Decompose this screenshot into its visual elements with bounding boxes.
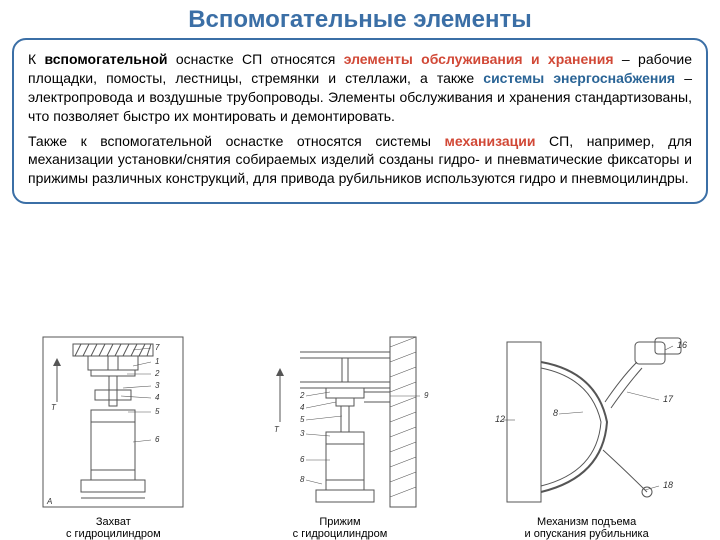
slide: { "title": { "text": "Вспомогательные эл… <box>0 0 720 540</box>
figures-row: T 7 1 2 3 4 5 6 A <box>0 315 720 540</box>
callout: 6 <box>300 455 305 464</box>
figure-2-drawing: T 2 4 5 3 9 6 8 <box>240 332 440 512</box>
text-highlight: элементы обслуживания и хранения <box>344 51 614 67</box>
callout: 2 <box>154 369 160 378</box>
callout: 7 <box>155 343 160 352</box>
info-card: К вспомогательной оснастке СП относятся … <box>12 38 708 204</box>
figure-1-drawing: T 7 1 2 3 4 5 6 A <box>33 332 193 512</box>
text-bold: вспомогательной <box>45 51 168 67</box>
card-paragraph-1: К вспомогательной оснастке СП относятся … <box>28 50 692 126</box>
figure-1-caption: Захват с гидроцилиндром <box>66 516 161 540</box>
caption-line: с гидроцилиндром <box>66 528 161 540</box>
figure-2: T 2 4 5 3 9 6 8 <box>240 332 440 540</box>
caption-line: и опускания рубильника <box>525 528 649 540</box>
callout: 8 <box>300 475 305 484</box>
caption-line: Прижим <box>293 516 388 528</box>
callout: 3 <box>300 429 305 438</box>
callout: A <box>46 497 52 506</box>
callout: 4 <box>155 393 160 402</box>
callout: 1 <box>155 357 159 366</box>
caption-line: с гидроцилиндром <box>293 528 388 540</box>
figure-3-drawing: 12 8 16 17 18 <box>487 332 687 512</box>
callout: 9 <box>424 391 429 400</box>
figure-3: 12 8 16 17 18 Механизм подъема и опускан… <box>487 332 687 540</box>
text: К <box>28 51 45 67</box>
figure-3-caption: Механизм подъема и опускания рубильника <box>525 516 649 540</box>
callout: 17 <box>663 394 674 404</box>
callout: 6 <box>155 435 160 444</box>
caption-line: Механизм подъема <box>525 516 649 528</box>
callout: 2 <box>299 391 305 400</box>
text: оснастке СП относятся <box>167 51 343 67</box>
callout: 3 <box>155 381 160 390</box>
figure-2-caption: Прижим с гидроцилиндром <box>293 516 388 540</box>
page-title: Вспомогательные элементы <box>0 0 720 34</box>
callout: 18 <box>663 480 673 490</box>
callout: 12 <box>495 414 505 424</box>
caption-line: Захват <box>66 516 161 528</box>
text-highlight: системы энергоснабжения <box>483 70 675 86</box>
callout: 5 <box>300 415 305 424</box>
card-paragraph-2: Также к вспомогательной оснастке относят… <box>28 132 692 189</box>
svg-text:T: T <box>274 425 280 434</box>
text-highlight: механизации <box>444 133 535 149</box>
callout: 8 <box>553 408 558 418</box>
text: Также к вспомогательной оснастке относят… <box>28 133 444 149</box>
svg-text:T: T <box>51 403 57 412</box>
callout: 4 <box>300 403 305 412</box>
callout: 16 <box>677 340 687 350</box>
callout: 5 <box>155 407 160 416</box>
figure-1: T 7 1 2 3 4 5 6 A <box>33 332 193 540</box>
